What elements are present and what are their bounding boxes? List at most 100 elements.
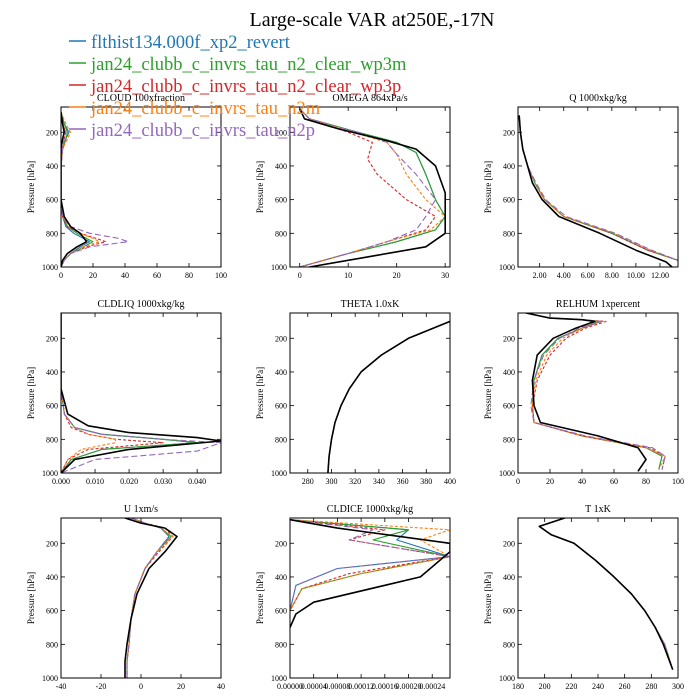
plot-frame xyxy=(289,517,451,679)
series-line xyxy=(327,320,450,473)
series-group xyxy=(124,518,178,678)
panel: CLDICE 1000xkg/kg0.000000.000040.000080.… xyxy=(255,504,451,691)
x-tick-label: 240 xyxy=(592,682,604,691)
panel-title: RELHUM 1xpercent xyxy=(556,299,640,310)
y-tick-label: 1000 xyxy=(499,469,515,478)
panel: THETA 1.0xK 280 300 320 340 360 380 400 200 400 60… xyxy=(255,299,456,486)
series-group xyxy=(290,518,450,628)
y-tick-label: 400 xyxy=(46,368,58,377)
y-tick-label: 200 xyxy=(46,128,58,137)
y-tick-label: 1000 xyxy=(42,469,58,478)
legend: flthist134.000f_xp2_revert jan24_clubb_c… xyxy=(69,33,407,141)
y-tick-label: 400 xyxy=(46,573,58,582)
series-group xyxy=(298,108,446,267)
x-tick-label: 0.00012 xyxy=(348,682,374,691)
series-line xyxy=(299,108,446,267)
panel: T 1xK 180 200 220 240 260 280 300 200 400 600 800 10… xyxy=(483,504,684,691)
x-tick-label: 40 xyxy=(217,682,225,691)
x-tick-label: 0.000 xyxy=(52,477,70,486)
series-line xyxy=(126,518,170,678)
figure-title: Large-scale VAR at250E,-17N xyxy=(250,9,495,31)
x-tick-label: 0.00020 xyxy=(396,682,422,691)
x-tick-label: 0.040 xyxy=(188,477,206,486)
x-tick-label: 0.00004 xyxy=(301,682,327,691)
x-tick-label: 0 xyxy=(298,271,302,280)
series-line xyxy=(124,518,178,678)
y-tick-label: 800 xyxy=(46,640,58,649)
series-group xyxy=(327,320,450,473)
x-tick-label: 40 xyxy=(578,477,586,486)
plot-frame xyxy=(60,517,222,679)
series-line xyxy=(126,518,170,678)
y-tick-label: 1000 xyxy=(271,469,287,478)
panel: CLDLIQ 1000xkg/kg 0.000 0.010 0.020 0.030 0.0… xyxy=(26,299,222,486)
x-tick-label: 8.00 xyxy=(605,271,619,280)
series-line xyxy=(525,313,666,470)
x-tick-label: 60 xyxy=(610,477,618,486)
x-tick-label: 180 xyxy=(512,682,524,691)
x-tick-label: 40 xyxy=(121,271,129,280)
y-tick-label: 600 xyxy=(46,607,58,616)
y-tick-label: 400 xyxy=(275,573,287,582)
series-line xyxy=(61,313,221,473)
x-tick-label: 0 xyxy=(516,477,520,486)
x-tick-label: 100 xyxy=(672,477,684,486)
y-axis-label: Pressure [hPa] xyxy=(483,367,493,419)
y-tick-label: 400 xyxy=(46,162,58,171)
plot-frame xyxy=(60,106,222,268)
y-tick-label: 600 xyxy=(503,607,515,616)
series-line xyxy=(538,518,674,670)
legend-entry: jan24_clubb_c_invrs_tau_n2_clear_wp3p xyxy=(69,77,401,97)
series-line xyxy=(525,313,666,470)
plot-frame xyxy=(289,106,451,268)
x-tick-label: 20 xyxy=(546,477,554,486)
series-line xyxy=(518,115,678,261)
y-axis-label: Pressure [hPa] xyxy=(255,161,265,213)
series-line xyxy=(298,108,446,267)
x-tick-label: 0.030 xyxy=(154,477,172,486)
panel-title: T 1xK xyxy=(585,504,611,515)
legend-label: jan24_clubb_c_invrs_tau_n2_clear_wp3m xyxy=(90,55,407,75)
series-line xyxy=(61,111,88,267)
series-line xyxy=(61,313,221,473)
series-line xyxy=(61,313,198,473)
y-tick-label: 800 xyxy=(46,435,58,444)
x-tick-label: 0.020 xyxy=(120,477,138,486)
y-tick-label: 200 xyxy=(275,128,287,137)
y-tick-label: 200 xyxy=(275,539,287,548)
plot-frame xyxy=(517,106,679,268)
x-tick-label: 30 xyxy=(441,271,449,280)
x-tick-label: 0.00016 xyxy=(372,682,398,691)
panel-title: U 1xm/s xyxy=(124,504,158,515)
x-tick-label: 0 xyxy=(59,271,63,280)
series-line xyxy=(327,320,450,473)
x-tick-label: 0.010 xyxy=(86,477,104,486)
series-line xyxy=(538,518,674,670)
x-tick-label: 6.00 xyxy=(581,271,595,280)
series-line xyxy=(327,320,450,473)
y-tick-label: 400 xyxy=(503,573,515,582)
legend-entry: jan24_clubb_c_invrs_tau_n2p xyxy=(69,121,315,141)
x-tick-label: 20 xyxy=(177,682,185,691)
series-line xyxy=(61,313,117,473)
y-tick-label: 600 xyxy=(503,402,515,411)
x-tick-label: 0.00024 xyxy=(419,682,445,691)
y-axis-label: Pressure [hPa] xyxy=(483,161,493,213)
legend-label: flthist134.000f_xp2_revert xyxy=(91,33,291,53)
x-tick-label: 260 xyxy=(619,682,631,691)
y-tick-label: 200 xyxy=(46,334,58,343)
x-tick-label: 380 xyxy=(420,477,432,486)
x-tick-label: 320 xyxy=(349,477,361,486)
y-tick-label: 600 xyxy=(275,196,287,205)
series-line xyxy=(61,111,91,267)
legend-entry: flthist134.000f_xp2_revert xyxy=(69,33,291,53)
series-line xyxy=(518,115,678,261)
y-tick-label: 800 xyxy=(503,229,515,238)
x-tick-label: 20 xyxy=(89,271,97,280)
x-tick-label: 0 xyxy=(139,682,143,691)
plot-frame xyxy=(289,312,451,474)
panel: CLOUD 100xfraction 0 20 40 60 80 100 200 400 600 8… xyxy=(26,93,227,280)
series-line xyxy=(538,518,674,670)
y-tick-label: 400 xyxy=(275,162,287,171)
